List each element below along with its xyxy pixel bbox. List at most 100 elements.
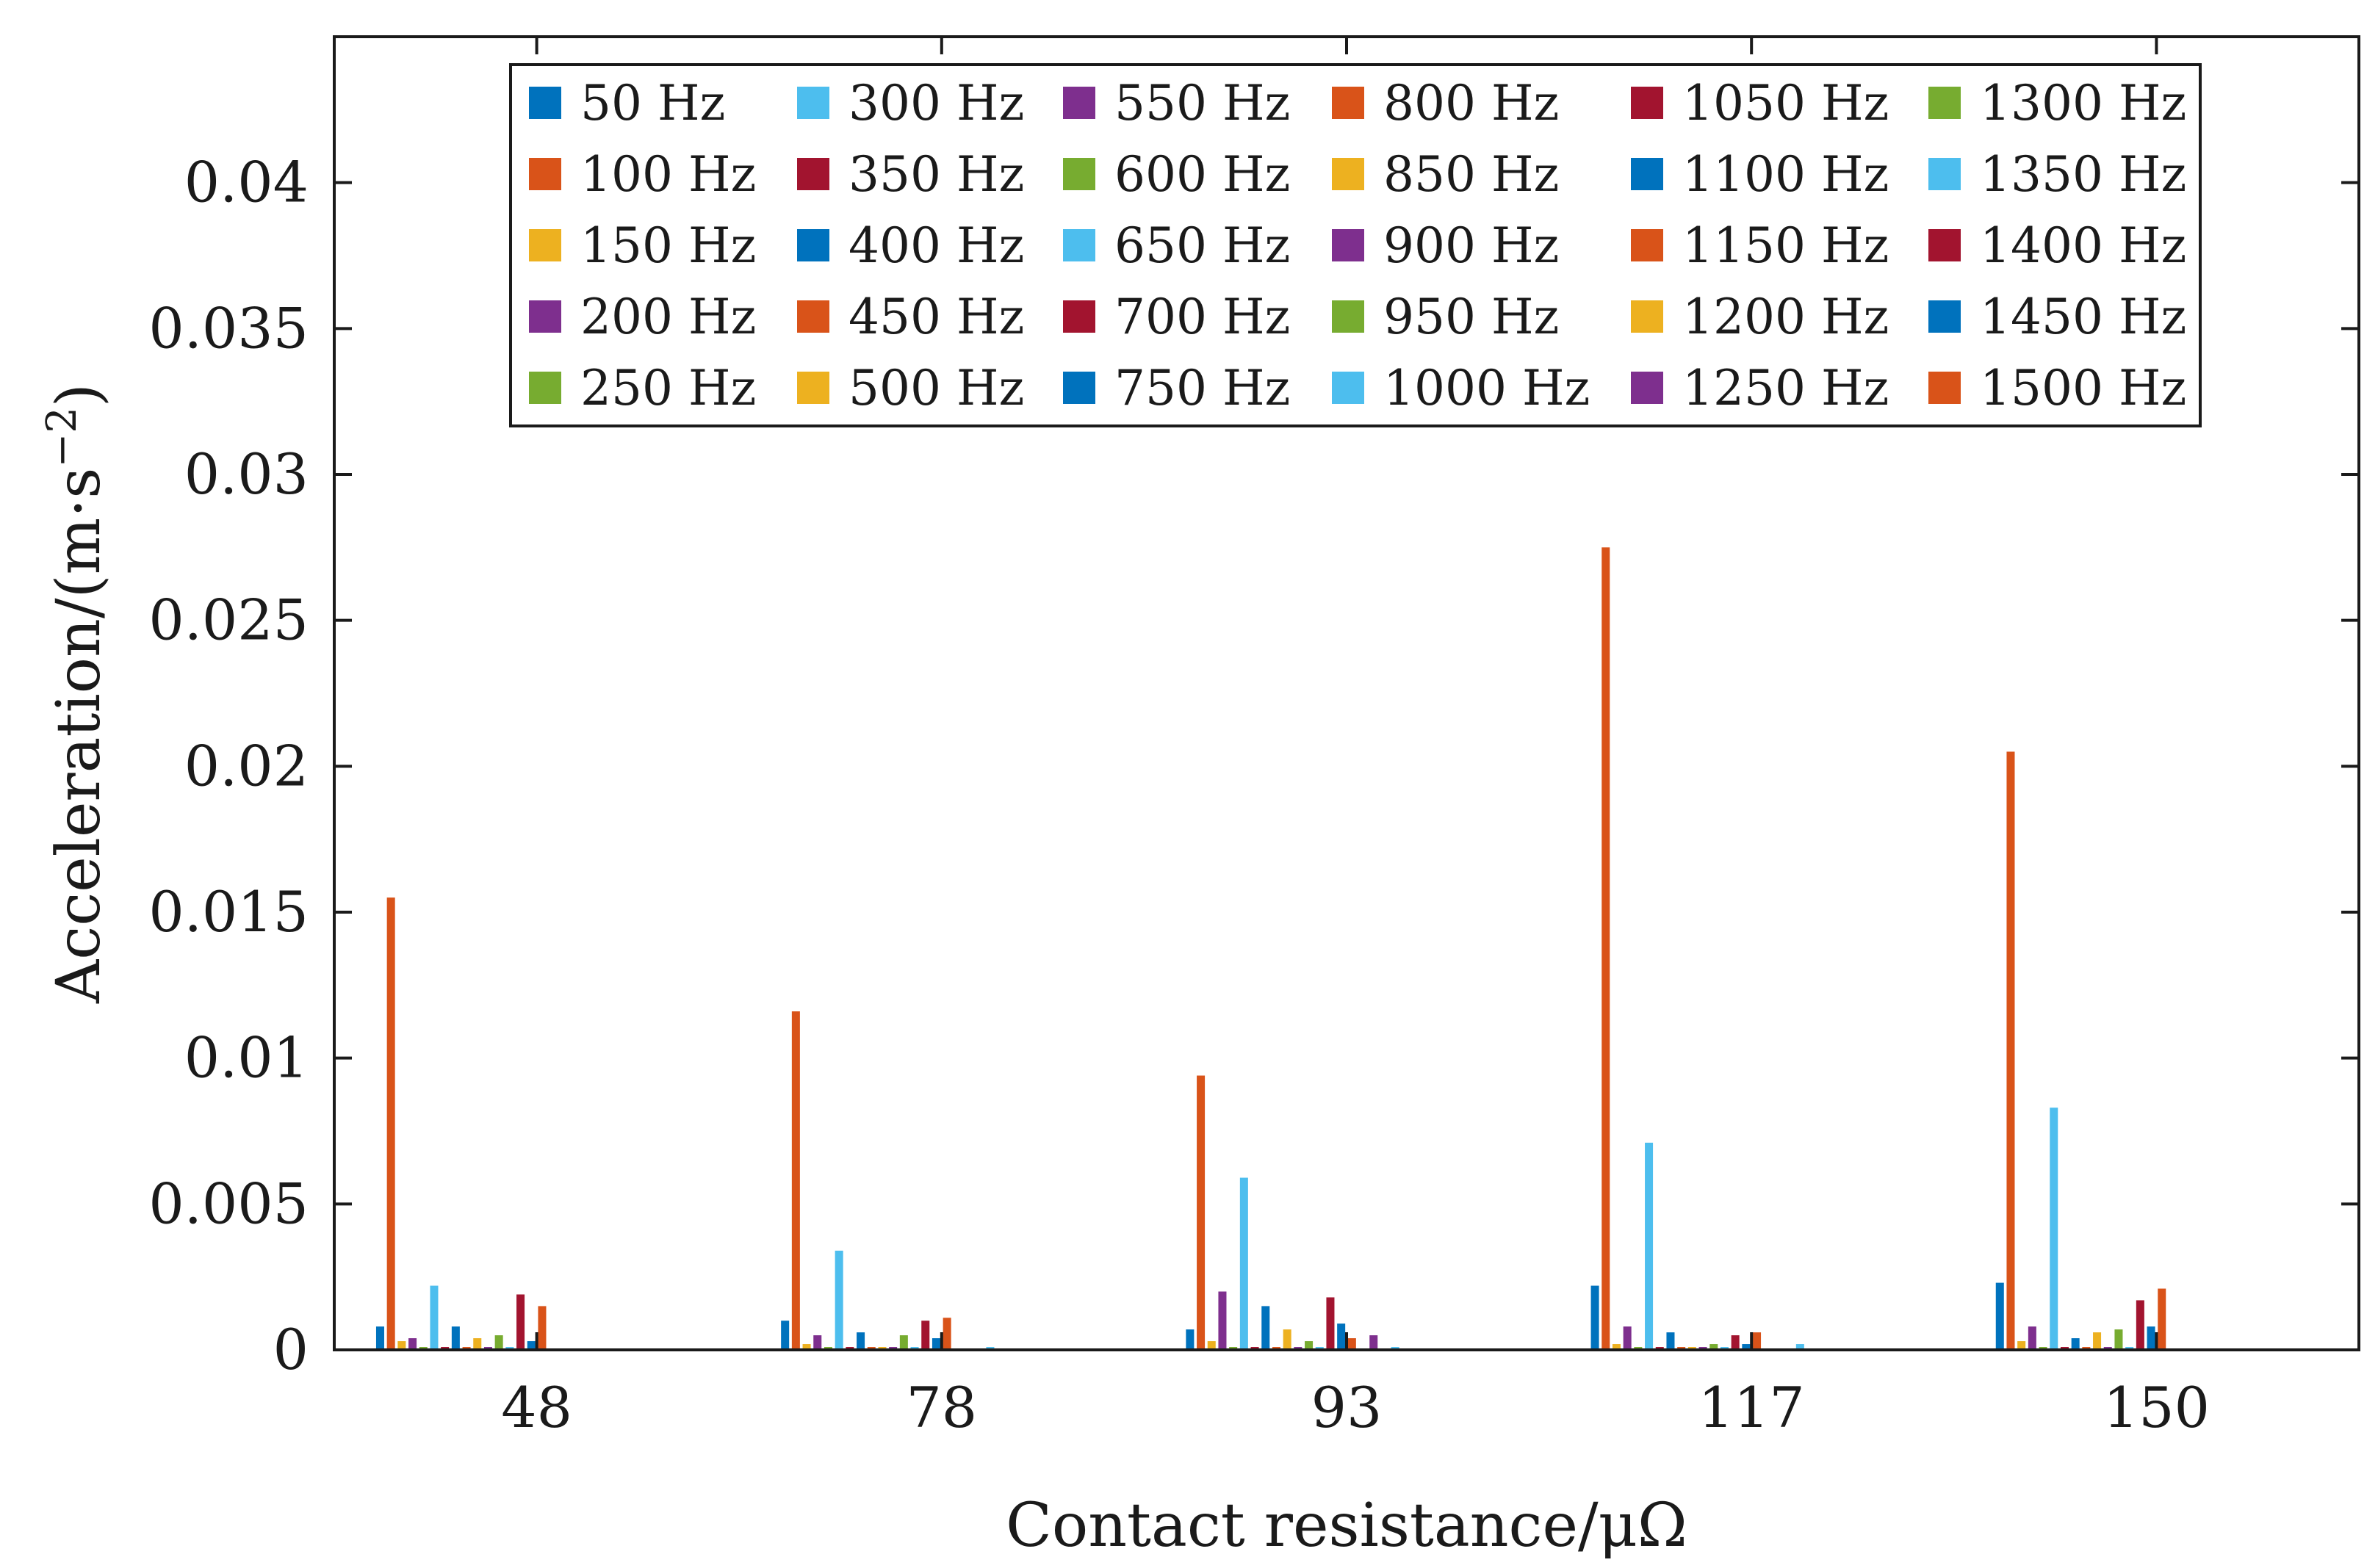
legend-label: 150 Hz [580, 217, 756, 274]
legend-swatch [529, 87, 561, 119]
bar-900hz-93 [1369, 1335, 1378, 1350]
legend-swatch [1928, 158, 1961, 190]
bar-800hz-150 [2158, 1288, 2166, 1350]
legend-swatch [1332, 300, 1364, 333]
bar-500hz-150 [2093, 1332, 2102, 1350]
legend-label: 1350 Hz [1980, 146, 2186, 203]
bar-300hz-48 [430, 1285, 439, 1350]
bar-500hz-93 [1283, 1329, 1291, 1350]
bar-800hz-48 [538, 1306, 547, 1350]
legend: 50 Hz 100 Hz 150 Hz 200 Hz 250 Hz 300 Hz 350 H… [509, 63, 2202, 427]
bar-150hz-48 [397, 1341, 406, 1350]
legend-label: 50 Hz [580, 75, 725, 131]
bar-700hz-78 [921, 1320, 930, 1350]
bar-100hz-93 [1197, 1075, 1206, 1350]
y-tick-label: 0.025 [148, 588, 309, 653]
bar-600hz-93 [1305, 1341, 1314, 1350]
legend-label: 500 Hz [848, 360, 1024, 416]
legend-swatch [797, 300, 829, 333]
bar-700hz-93 [1326, 1297, 1335, 1350]
bar-100hz-48 [386, 897, 395, 1350]
legend-label: 800 Hz [1383, 75, 1559, 131]
legend-swatch [1928, 372, 1961, 404]
legend-label: 900 Hz [1383, 217, 1559, 274]
x-tick-label: 150 [2103, 1375, 2210, 1440]
legend-label: 1450 Hz [1980, 289, 2186, 345]
legend-label: 350 Hz [848, 146, 1024, 203]
legend-label: 1250 Hz [1682, 360, 1889, 416]
bar-50hz-150 [1995, 1282, 2004, 1350]
legend-swatch [1631, 300, 1663, 333]
legend-swatch [1631, 158, 1663, 190]
legend-swatch [1332, 229, 1364, 261]
y-tick-label: 0.035 [148, 295, 309, 361]
bar-200hz-78 [813, 1335, 822, 1350]
legend-label: 950 Hz [1383, 289, 1559, 345]
y-tick-label: 0.03 [184, 441, 309, 507]
ticks-layer: 0 0.005 0.01 0.015 0.02 0.025 0.03 0.035 0.04 48 7… [148, 37, 2359, 1440]
legend-swatch [1063, 158, 1095, 190]
bar-800hz-117 [1753, 1332, 1762, 1350]
legend-swatch [797, 158, 829, 190]
y-tick-label: 0.005 [148, 1171, 309, 1236]
legend-swatch [1928, 229, 1961, 261]
bar-100hz-150 [2006, 751, 2015, 1350]
legend-label: 650 Hz [1114, 217, 1290, 274]
legend-swatch [1063, 87, 1095, 119]
bar-200hz-48 [408, 1338, 417, 1350]
legend-label: 1400 Hz [1980, 217, 2186, 274]
legend-label: 1200 Hz [1682, 289, 1889, 345]
bar-400hz-117 [1666, 1332, 1675, 1350]
legend-label: 1150 Hz [1682, 217, 1889, 274]
y-tick-label: 0.04 [184, 150, 309, 215]
bars-layer [375, 547, 2166, 1350]
bar-50hz-117 [1590, 1285, 1599, 1350]
x-tick-label: 117 [1698, 1375, 1805, 1440]
bar-100hz-117 [1601, 547, 1610, 1350]
legend-swatch [1631, 229, 1663, 261]
legend-swatch [797, 87, 829, 119]
bar-400hz-48 [451, 1326, 460, 1350]
bar-50hz-93 [1186, 1329, 1195, 1350]
legend-swatch [1332, 372, 1364, 404]
legend-swatch [1631, 87, 1663, 119]
legend-swatch [1332, 158, 1364, 190]
legend-label: 850 Hz [1383, 146, 1559, 203]
bar-600hz-150 [2114, 1329, 2123, 1350]
y-axis-title: Acceleration/(m·s−2) [38, 383, 115, 1004]
bar-400hz-150 [2071, 1338, 2080, 1350]
bar-800hz-93 [1347, 1338, 1356, 1350]
legend-swatch [1631, 372, 1663, 404]
legend-swatch [797, 229, 829, 261]
legend-swatch [1063, 229, 1095, 261]
bar-300hz-117 [1645, 1142, 1654, 1350]
y-tick-label: 0.015 [148, 879, 309, 944]
bar-200hz-93 [1218, 1291, 1227, 1350]
legend-label: 250 Hz [580, 360, 756, 416]
y-tick-label: 0 [273, 1317, 309, 1382]
bar-750hz-93 [1337, 1323, 1346, 1350]
legend-label: 200 Hz [580, 289, 756, 345]
bar-50hz-78 [781, 1320, 790, 1350]
bar-700hz-48 [516, 1294, 525, 1350]
legend-swatch [529, 158, 561, 190]
legend-swatch [1928, 300, 1961, 333]
legend-label: 1500 Hz [1980, 360, 2186, 416]
x-tick-label: 93 [1311, 1375, 1383, 1440]
bar-300hz-93 [1239, 1177, 1248, 1350]
legend-swatch [797, 372, 829, 404]
bar-150hz-78 [802, 1344, 811, 1350]
legend-label: 1300 Hz [1980, 75, 2186, 131]
legend-swatch [529, 372, 561, 404]
bar-200hz-150 [2028, 1326, 2036, 1350]
legend-label: 400 Hz [848, 217, 1024, 274]
bar-300hz-150 [2050, 1108, 2058, 1350]
legend-label: 1000 Hz [1383, 360, 1590, 416]
legend-swatch [529, 300, 561, 333]
bar-150hz-150 [2017, 1341, 2026, 1350]
bar-100hz-78 [791, 1011, 800, 1350]
bar-150hz-93 [1207, 1341, 1216, 1350]
bar-50hz-48 [375, 1326, 384, 1350]
legend-label: 450 Hz [848, 289, 1024, 345]
